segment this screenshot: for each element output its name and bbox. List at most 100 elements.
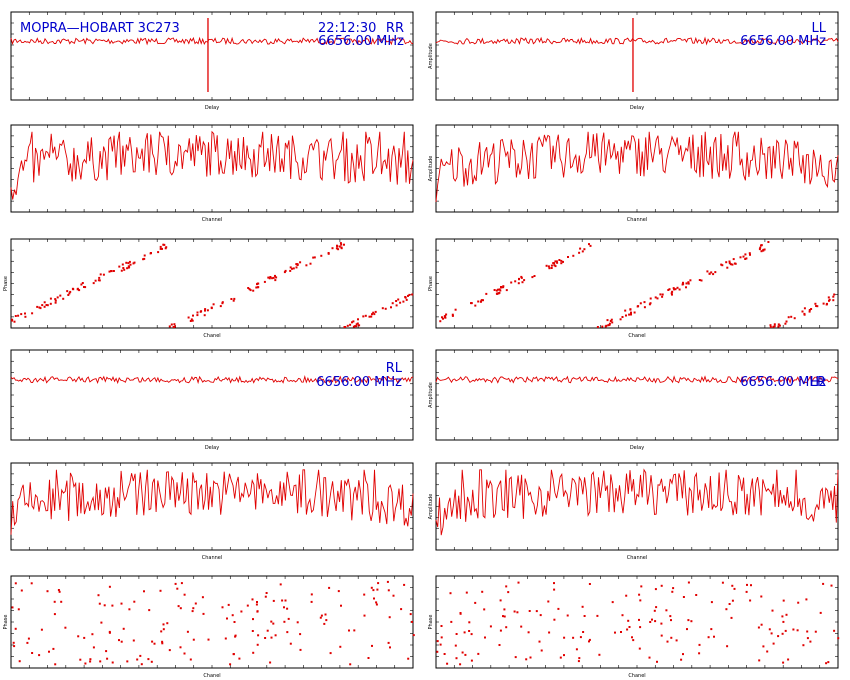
phase-point (455, 633, 458, 635)
phase-point (374, 310, 377, 313)
phase-point (728, 260, 731, 263)
phase-point (581, 250, 584, 253)
phase-point (266, 629, 269, 632)
y-axis-label: Amplitude (428, 382, 434, 408)
amplitude-trace (435, 468, 839, 536)
phase-point (168, 325, 171, 328)
phase-point (725, 608, 728, 611)
phase-point (785, 613, 788, 616)
phase-point (292, 267, 295, 270)
phase-point (148, 609, 151, 612)
phase-point (38, 306, 41, 309)
phase-point (71, 287, 74, 290)
phase-point (399, 301, 402, 304)
phase-point (654, 588, 657, 591)
phase-point (355, 323, 358, 326)
phase-point (268, 277, 271, 280)
phase-point (808, 309, 811, 311)
phase-point (323, 622, 326, 625)
phase-point (281, 599, 284, 602)
phase-point (550, 267, 553, 269)
phase-point (255, 286, 258, 289)
phase-point (210, 306, 213, 309)
panel-RL-amp: Channel (10, 462, 414, 561)
phase-point (759, 246, 762, 249)
phase-point (99, 273, 102, 276)
phase-point (143, 254, 146, 257)
phase-point (252, 651, 255, 654)
time-label: 22:12:30 (318, 21, 376, 36)
phase-point (633, 311, 636, 314)
phase-point (805, 598, 808, 601)
x-axis-label: Channel (202, 217, 223, 223)
freq-label-lr: 6656.00 MHz (740, 375, 826, 390)
phase-point (654, 620, 657, 623)
phase-point (53, 613, 56, 616)
phase-point (728, 262, 731, 265)
phase-point (653, 609, 656, 612)
phase-point (166, 622, 169, 625)
phase-point (446, 662, 449, 665)
phase-point (721, 264, 724, 267)
phase-point (126, 267, 129, 270)
phase-point (62, 297, 65, 300)
phase-point (106, 657, 109, 660)
phase-point (746, 583, 748, 586)
phase-point (291, 267, 293, 270)
phase-point (649, 621, 652, 623)
phase-point (614, 631, 616, 634)
phase-point (230, 298, 233, 300)
phase-point (588, 638, 591, 641)
phase-point (164, 247, 167, 250)
phase-point (572, 254, 575, 257)
phase-point (601, 325, 604, 328)
phase-point (372, 311, 375, 314)
y-axis-label: Phase (428, 276, 434, 291)
phase-point (669, 615, 672, 618)
phase-point (404, 296, 407, 299)
phase-point (255, 603, 258, 606)
phase-point (283, 271, 286, 274)
phase-point (234, 634, 237, 637)
phase-point (766, 650, 769, 653)
phase-point (105, 650, 108, 653)
phase-point (267, 276, 270, 279)
phase-point (578, 657, 581, 660)
phase-point (667, 289, 670, 291)
phase-point (480, 300, 482, 303)
phase-point (562, 260, 564, 263)
phase-point (639, 626, 642, 629)
phase-point (666, 640, 669, 643)
phase-point (412, 634, 415, 637)
phase-point (299, 261, 302, 264)
phase-point (772, 325, 775, 328)
phase-point (94, 279, 97, 282)
phase-point (474, 601, 477, 604)
phase-point (439, 643, 442, 646)
phase-point (581, 605, 584, 608)
phase-point (685, 286, 687, 289)
phase-point (825, 662, 828, 665)
phase-point (465, 591, 468, 594)
phase-point (77, 635, 80, 638)
phase-point (24, 312, 26, 315)
phase-point (621, 316, 624, 318)
phase-point (170, 323, 173, 326)
phase-point (445, 313, 448, 316)
phase-point (263, 280, 266, 283)
phase-point (815, 305, 818, 307)
phase-point (731, 599, 734, 602)
phase-point (685, 282, 688, 285)
phase-point (151, 640, 154, 643)
phase-point (177, 605, 180, 608)
phase-point (18, 660, 21, 663)
phase-point (535, 610, 538, 613)
phase-point (678, 288, 681, 291)
phase-point (640, 585, 643, 588)
phase-point (782, 599, 785, 602)
phase-point (97, 594, 100, 597)
phase-point (521, 281, 524, 284)
phase-point (363, 593, 366, 596)
phase-point (548, 267, 551, 270)
phase-point (609, 320, 612, 322)
